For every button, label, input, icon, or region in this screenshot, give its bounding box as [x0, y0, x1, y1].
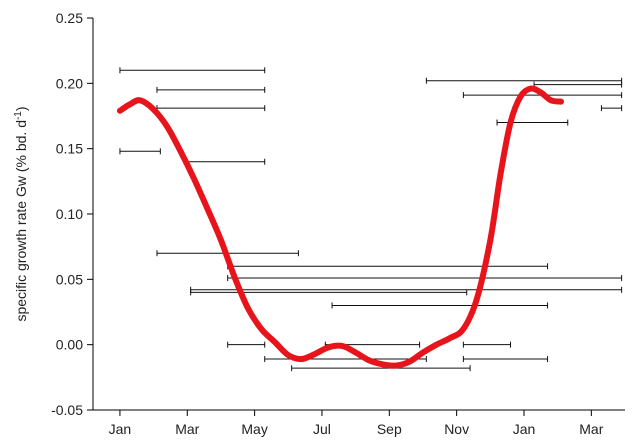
y-axis-title-superscript: -1: [13, 111, 24, 120]
y-tick-label: 0.10: [56, 206, 83, 222]
x-tick-label: Nov: [444, 421, 469, 437]
y-axis-title-suffix: ): [13, 106, 29, 111]
series-group: [116, 85, 565, 369]
x-tick-label: Jan: [513, 421, 536, 437]
y-tick-label: 0.15: [56, 141, 83, 157]
x-tick-label: Jul: [313, 421, 331, 437]
x-tick-label: May: [241, 421, 267, 437]
y-tick-label: -0.05: [51, 402, 83, 418]
y-axis: -0.05 0.00 0.05 0.10 0.15 0.20 0.25: [51, 10, 94, 418]
y-tick-label: 0.05: [56, 271, 83, 287]
y-tick-label: 0.20: [56, 75, 83, 91]
x-tick-label: Mar: [579, 421, 603, 437]
x-axis: Jan Mar May Jul Sep Nov Jan Mar: [93, 409, 625, 437]
x-tick-label: Jan: [109, 421, 132, 437]
y-tick-label: 0.00: [56, 337, 83, 353]
x-tick-label: Mar: [175, 421, 199, 437]
y-axis-title: specific growth rate Gw (% bd. d-1): [13, 106, 30, 321]
series-line: [116, 85, 565, 369]
y-tick-label: 0.25: [56, 10, 83, 26]
y-axis-title-main: specific growth rate Gw (% bd. d: [13, 120, 29, 322]
range-bars: [119, 67, 623, 372]
x-tick-label: Sep: [377, 421, 402, 437]
